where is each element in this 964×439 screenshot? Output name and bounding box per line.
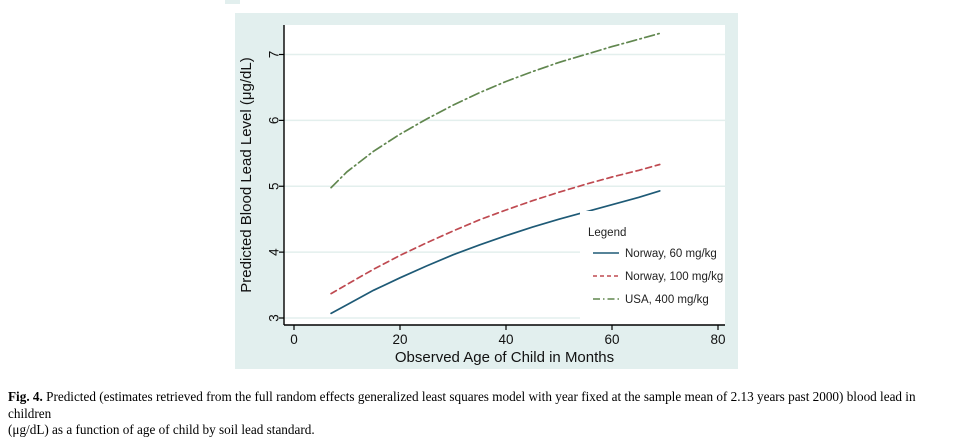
y-axis-tick-labels: 3 4 5 6 7 (267, 51, 282, 322)
y-tick-label: 6 (267, 117, 282, 125)
figure-caption-line2: (μg/dL) as a function of age of child by… (8, 422, 315, 437)
legend-item-label: Norway, 60 mg/kg (625, 248, 717, 260)
y-tick-label: 7 (267, 51, 282, 59)
x-tick-label: 0 (290, 332, 298, 347)
x-tick-label: 20 (392, 332, 407, 347)
series-curve-usa-400-mg-kg (330, 32, 661, 189)
figure-4-chart: 0 20 40 60 80 3 4 5 6 7 Observed Age of Child in… (235, 13, 738, 369)
x-tick-label: 80 (710, 332, 725, 347)
chart-canvas: 0 20 40 60 80 3 4 5 6 7 Observed Age of Child in… (235, 13, 738, 369)
x-axis-tick-labels: 0 20 40 60 80 (290, 332, 725, 347)
x-tick-label: 60 (604, 332, 619, 347)
y-tick-label: 4 (267, 248, 282, 256)
y-tick-label: 5 (267, 182, 282, 190)
legend-item-label: USA, 400 mg/kg (625, 294, 709, 306)
legend-item-label: Norway, 100 mg/kg (625, 271, 723, 283)
series-curve-norway-60-mg-kg (330, 190, 661, 315)
axes (279, 25, 725, 330)
x-tick-label: 40 (498, 332, 513, 347)
legend: Legend Norway, 60 mg/kg Norway, 100 mg/kg… (580, 211, 725, 324)
figure-caption-label: Fig. 4. (8, 389, 43, 404)
legend-background (580, 211, 725, 324)
figure-caption-line1: Predicted (estimates retrieved from the … (8, 389, 916, 421)
cropped-figure-artifact (225, 0, 240, 4)
x-axis-title: Observed Age of Child in Months (395, 349, 614, 366)
legend-title: Legend (588, 227, 626, 239)
y-tick-label: 3 (267, 314, 282, 322)
legend-items: Norway, 60 mg/kg Norway, 100 mg/kg USA, 40… (593, 248, 723, 306)
series-curve-norway-100-mg-kg (330, 163, 661, 295)
y-axis-title: Predicted Blood Lead Level (μg/dL) (238, 57, 255, 292)
figure-caption: Fig. 4. Predicted (estimates retrieved f… (8, 389, 956, 439)
data-curves (330, 32, 661, 315)
